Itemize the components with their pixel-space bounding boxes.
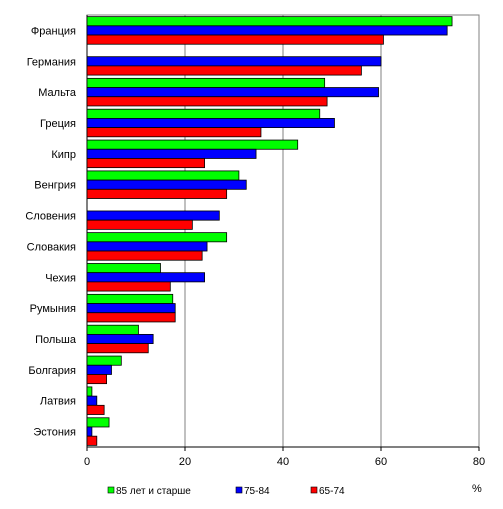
legend-swatch (107, 486, 115, 494)
bar (86, 374, 108, 385)
bar (86, 127, 262, 138)
x-axis-label: % (472, 483, 482, 495)
bar (86, 139, 299, 150)
bar (86, 56, 382, 67)
bar (86, 34, 384, 45)
x-tick-label: 40 (277, 456, 289, 468)
bar (86, 219, 193, 230)
bar (86, 25, 448, 36)
category-label: Франция (31, 25, 76, 37)
category-labels: Франция Германия Мальта Греция Кипр Венгрия Сл… (25, 25, 77, 438)
x-tick-label: 80 (473, 456, 485, 468)
legend-label: 65-74 (319, 486, 345, 497)
bar (86, 293, 174, 304)
bar (86, 250, 203, 261)
bar (86, 281, 171, 292)
category-label: Болгария (28, 365, 76, 377)
legend: 85 лет и старше 75-84 65-74 (107, 486, 345, 497)
bar (86, 395, 98, 406)
bar (86, 404, 105, 415)
category-label: Кипр (51, 149, 76, 161)
bar (86, 65, 362, 76)
bar (86, 77, 326, 88)
category-label: Словакия (27, 241, 76, 253)
bar (86, 108, 321, 119)
bar (86, 343, 149, 354)
legend-swatch (235, 486, 243, 494)
bar (86, 210, 220, 221)
bar (86, 355, 122, 366)
legend-label: 85 лет и старше (116, 486, 191, 497)
x-tick-label: 20 (179, 456, 191, 468)
bar (86, 426, 93, 437)
category-label: Румыния (30, 303, 76, 315)
category-label: Эстония (33, 427, 76, 439)
bar (86, 241, 208, 252)
bar (86, 324, 139, 335)
bar (86, 417, 110, 428)
category-label: Германия (27, 56, 76, 68)
x-tick-labels: 0 20 40 60 80 (84, 447, 485, 468)
bar (86, 232, 228, 243)
category-label: Греция (40, 118, 76, 130)
category-label: Латвия (40, 396, 76, 408)
bar (86, 170, 240, 181)
bar (86, 16, 453, 27)
bar (86, 179, 247, 190)
legend-swatch (310, 486, 318, 494)
bar (86, 386, 93, 397)
category-label: Чехия (45, 272, 76, 284)
category-label: Венгрия (34, 180, 76, 192)
bar (86, 96, 328, 107)
category-label: Мальта (38, 87, 77, 99)
bar (86, 303, 176, 314)
category-label: Словения (25, 211, 76, 223)
bar (86, 364, 112, 375)
bar (86, 118, 335, 129)
x-tick-label: 60 (375, 456, 387, 468)
bar (86, 263, 161, 274)
bar (86, 148, 257, 159)
bar (86, 188, 228, 199)
bar (86, 312, 176, 323)
bar (86, 435, 98, 446)
bar (86, 333, 154, 344)
bar (86, 87, 379, 98)
bar (86, 158, 205, 169)
bars (86, 16, 453, 446)
legend-label: 75-84 (244, 486, 270, 497)
category-label: Польша (35, 334, 77, 346)
x-tick-label: 0 (84, 456, 90, 468)
bar (86, 272, 205, 283)
